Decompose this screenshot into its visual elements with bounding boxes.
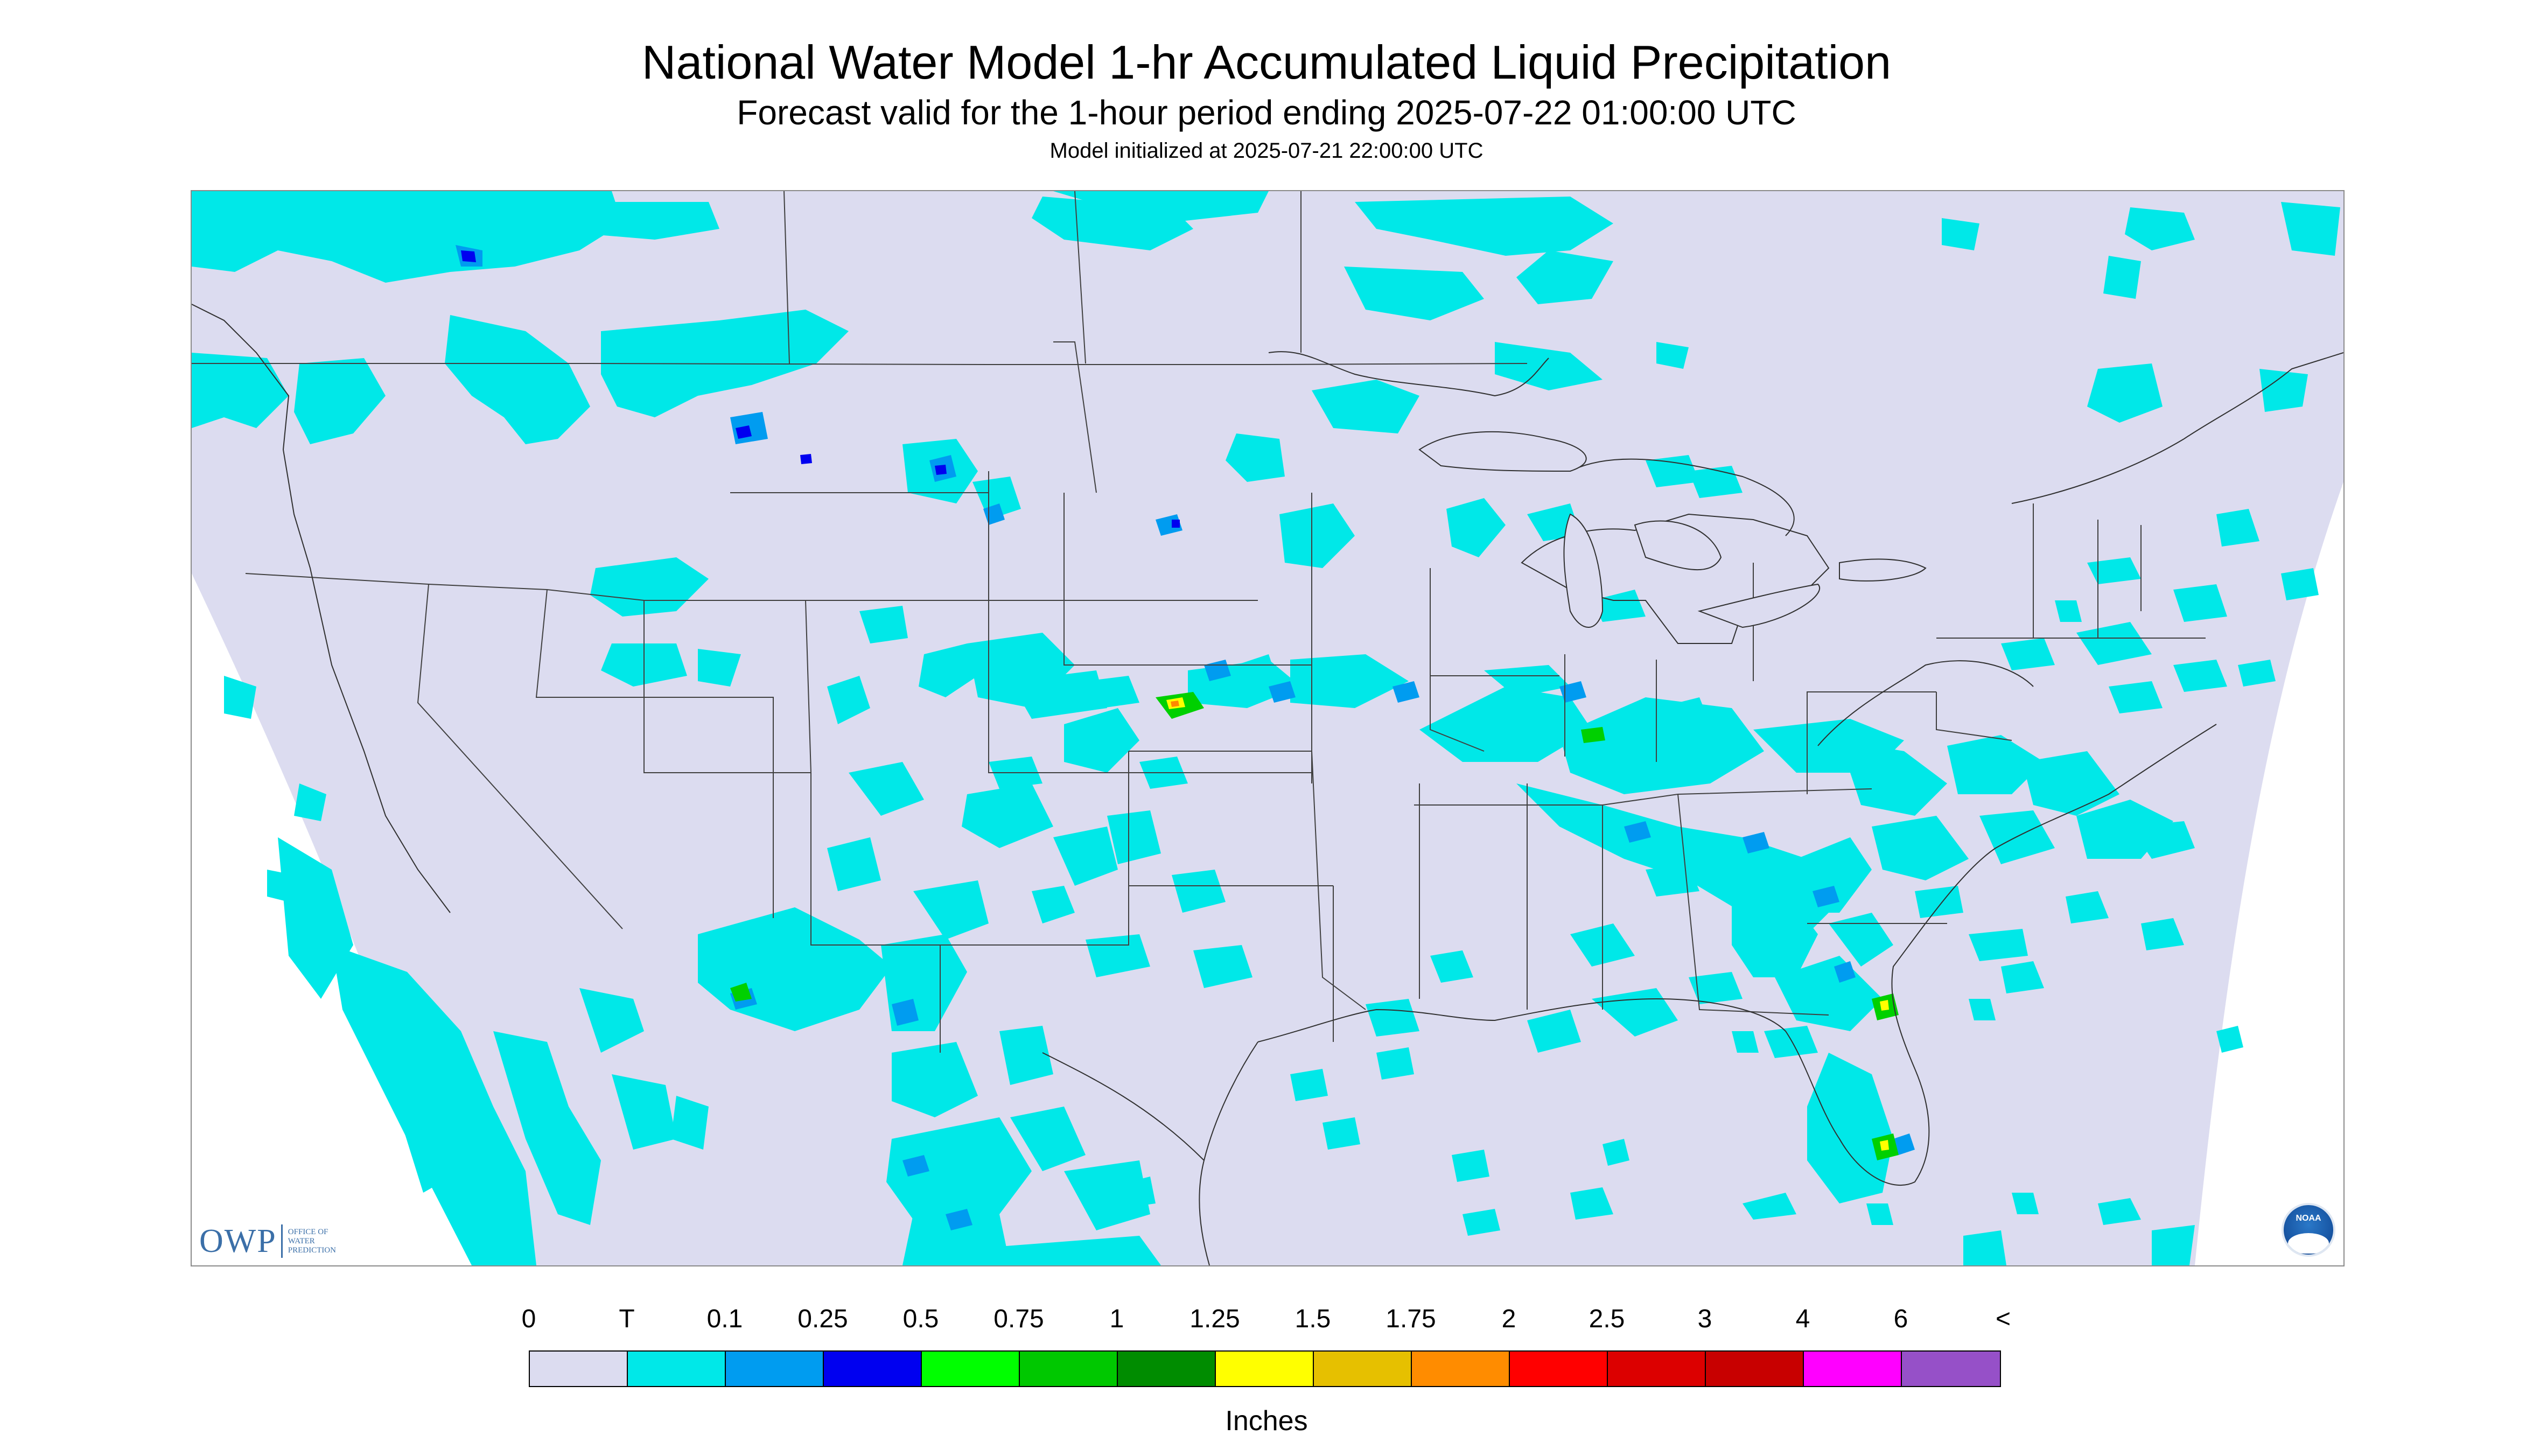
owp-text-line-3: PREDICTION — [288, 1245, 336, 1255]
coastlines — [192, 304, 2343, 1265]
model-init-text: Model initialized at 2025-07-21 22:00:00… — [1049, 139, 1484, 163]
legend-units: Inches — [1225, 1405, 1308, 1437]
light-precip-areas — [192, 191, 2340, 1265]
forecast-valid-subtitle: Forecast valid for the 1-hour period end… — [737, 93, 1796, 132]
owp-logo-divider — [281, 1224, 283, 1258]
legend-label: T — [619, 1305, 635, 1333]
legend-label: 0.75 — [993, 1305, 1044, 1333]
legend-swatch — [1216, 1352, 1314, 1386]
legend-swatch — [1706, 1352, 1804, 1386]
legend-swatch — [1118, 1352, 1216, 1386]
green-precip-cells — [730, 692, 1899, 1160]
legend-label: 1.25 — [1189, 1305, 1240, 1333]
noaa-logo-text: NOAA — [2296, 1214, 2321, 1223]
color-scale-legend — [529, 1350, 2001, 1387]
legend-swatch — [1412, 1352, 1510, 1386]
legend-swatch — [1608, 1352, 1706, 1386]
legend-swatch — [922, 1352, 1020, 1386]
owp-logo: OWP OFFICE OF WATER PREDICTION — [199, 1222, 336, 1260]
owp-logo-mark: OWP — [199, 1222, 277, 1259]
owp-logo-text: OFFICE OF WATER PREDICTION — [288, 1228, 336, 1255]
noaa-logo: NOAA — [2282, 1203, 2335, 1257]
map-title: National Water Model 1-hr Accumulated Li… — [641, 36, 1892, 89]
precipitation-map — [191, 190, 2345, 1266]
legend-swatch — [628, 1352, 726, 1386]
legend-label: 0 — [521, 1305, 536, 1333]
legend-label: 1.75 — [1386, 1305, 1436, 1333]
legend-label: 1 — [1109, 1305, 1124, 1333]
legend-label: 6 — [1893, 1305, 1908, 1333]
legend-swatch — [1020, 1352, 1118, 1386]
legend-label: 0.1 — [706, 1305, 743, 1333]
legend-label: 2 — [1501, 1305, 1516, 1333]
legend-label: 3 — [1697, 1305, 1712, 1333]
legend-swatch — [1510, 1352, 1608, 1386]
legend-swatch — [1804, 1352, 1902, 1386]
noaa-logo-wave — [2288, 1233, 2329, 1254]
legend-swatch — [726, 1352, 824, 1386]
legend-labels: 0 T 0.1 0.25 0.5 0.75 1 1.25 1.5 1.75 2 … — [0, 1303, 2533, 1341]
great-lakes — [1418, 431, 1927, 628]
owp-text-line-1: OFFICE OF — [288, 1227, 328, 1236]
legend-swatch — [530, 1352, 628, 1386]
moderate-precip-areas — [456, 245, 1915, 1230]
legend-label: < — [1995, 1305, 2011, 1333]
legend-swatch — [1902, 1352, 2000, 1386]
legend-swatch — [1314, 1352, 1412, 1386]
map-canvas — [192, 191, 2343, 1265]
owp-text-line-2: WATER — [288, 1236, 315, 1245]
orange-precip-cells — [1171, 701, 1179, 707]
legend-label: 2.5 — [1589, 1305, 1625, 1333]
heavy-precip-areas — [461, 250, 1180, 528]
legend-label: 0.5 — [902, 1305, 939, 1333]
legend-label: 0.25 — [797, 1305, 848, 1333]
legend-swatch — [824, 1352, 922, 1386]
legend-label: 1.5 — [1295, 1305, 1331, 1333]
legend-label: 4 — [1795, 1305, 1810, 1333]
